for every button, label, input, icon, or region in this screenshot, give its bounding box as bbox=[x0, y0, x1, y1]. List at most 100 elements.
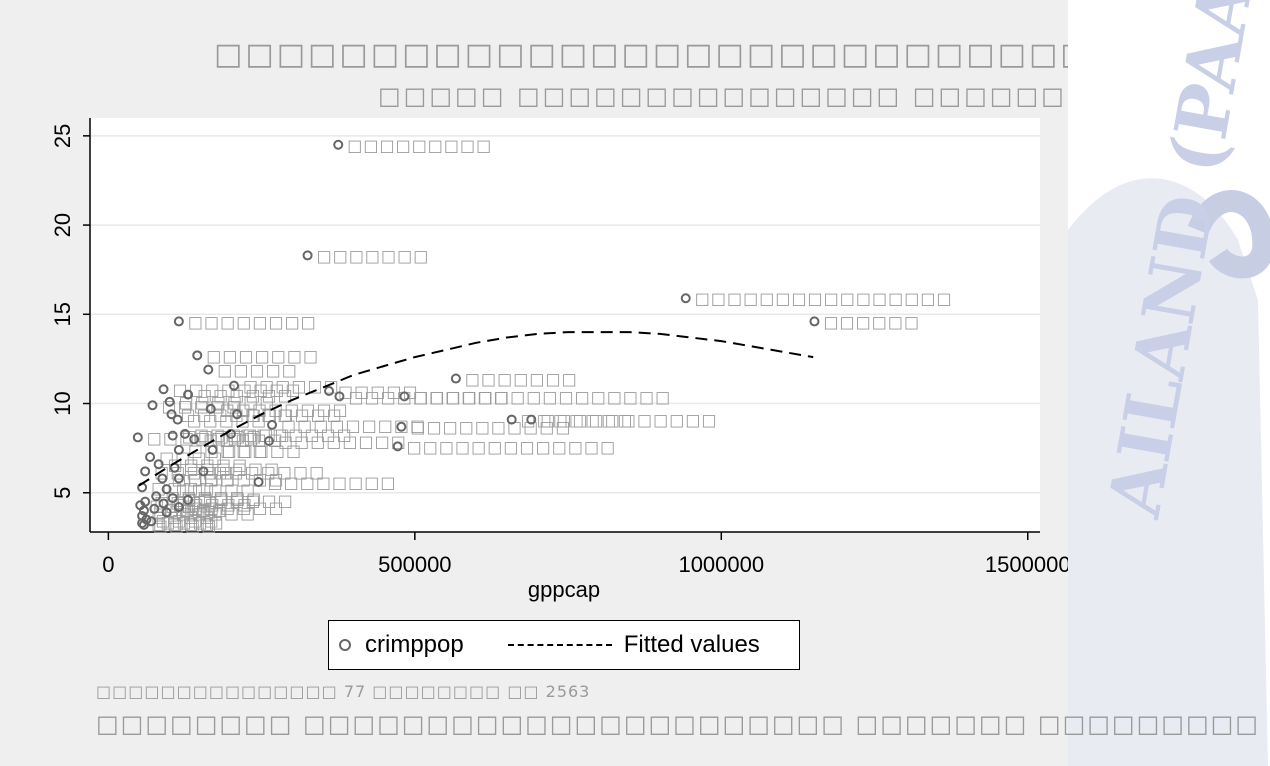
point-label: □□□□□□□□ bbox=[268, 473, 397, 492]
x-tick-label: 1500000 bbox=[985, 552, 1068, 577]
note-line-1: □□□□□□□□□□□□□□□ 77 □□□□□□□□ □□ 2563 bbox=[96, 682, 591, 701]
scatter-point bbox=[183, 389, 194, 400]
point-label: □□□□□□ bbox=[188, 469, 285, 488]
scatter-point bbox=[267, 419, 278, 430]
scatter-point bbox=[167, 430, 178, 441]
point-label: □□□□□□□□□□□□□ bbox=[407, 437, 617, 456]
point-label: □□□□ bbox=[155, 511, 219, 530]
scatter-point bbox=[526, 414, 537, 425]
scatter-point bbox=[232, 409, 243, 420]
scatter-point bbox=[158, 384, 169, 395]
scatter-point bbox=[138, 519, 149, 530]
point-label: □□□□ bbox=[154, 493, 218, 512]
chart-subtitle: □□□□□ □□□□□□□□□□□□□□□ □□□□□□□□ bbox=[378, 82, 1068, 110]
scatter-point bbox=[205, 403, 216, 414]
point-label: □□□□□□□□□ bbox=[347, 136, 492, 155]
scatter-point bbox=[198, 466, 209, 477]
chart: □□□□□□□□□□□□□□□□□□□□□□□□□□□ □□□□□ □ □□□ □□… bbox=[50, 37, 1068, 602]
legend-marker-icon bbox=[339, 639, 351, 651]
scatter-point bbox=[167, 493, 178, 504]
point-label: □□□□□□□ bbox=[212, 462, 325, 481]
point-label: □□□□□□ bbox=[188, 498, 285, 517]
point-label: □□□□□□□□□□□□□□□□ bbox=[413, 387, 671, 406]
point-label: □□□□□□□□ bbox=[278, 432, 407, 451]
x-axis: 0 500000 1000000 1500000 bbox=[90, 531, 1068, 577]
y-tick-label: 20 bbox=[50, 213, 75, 237]
scatter-point bbox=[140, 466, 151, 477]
organization-seal-watermark: AILAND (PAAT) bbox=[1068, 0, 1270, 766]
point-label: □□□□□□□□ bbox=[188, 312, 317, 331]
legend: crimppop Fitted values bbox=[328, 620, 800, 670]
point-label: □□□□□□□□ bbox=[220, 400, 349, 419]
scatter-point bbox=[183, 494, 194, 505]
point-label: □□□□□□ bbox=[197, 386, 294, 405]
scatter-point bbox=[164, 396, 175, 407]
legend-label-fitted-values: Fitted values bbox=[623, 631, 760, 658]
scatter-points bbox=[132, 139, 820, 530]
point-label: □□□□ bbox=[151, 507, 215, 526]
scatter-point bbox=[180, 428, 190, 439]
point-label: □□□□□ bbox=[168, 455, 249, 474]
scatter-point bbox=[207, 444, 218, 455]
x-tick-label: 0 bbox=[102, 552, 114, 577]
y-tick-label: 15 bbox=[50, 302, 75, 326]
scatter-point bbox=[147, 400, 158, 411]
point-label: □□□□□ bbox=[176, 480, 257, 499]
point-label: □□□□ bbox=[171, 469, 235, 488]
point-label: □□□□□□ bbox=[823, 312, 920, 331]
point-label: □□□□□□□ bbox=[240, 425, 353, 444]
scatter-point bbox=[680, 293, 691, 304]
scatter-point bbox=[334, 391, 345, 402]
point-label: □□□□□□ bbox=[246, 405, 343, 424]
scatter-point bbox=[809, 316, 820, 327]
scatter-point bbox=[173, 444, 184, 455]
point-label: □□□□□□□ bbox=[465, 370, 578, 389]
point-label: □□□□ bbox=[153, 516, 217, 535]
scatter-point bbox=[450, 373, 461, 384]
legend-dash-line-icon bbox=[507, 644, 612, 646]
point-label: □□□□□□□□□□□ bbox=[540, 411, 717, 430]
scatter-point bbox=[324, 386, 335, 397]
scatter-point bbox=[506, 414, 517, 425]
point-label: □□□□□ bbox=[188, 441, 269, 460]
point-label: □□□□□□□□□□ bbox=[348, 387, 509, 406]
point-label: □□□□□ bbox=[162, 396, 243, 415]
scatter-point bbox=[392, 441, 403, 452]
scatter-point bbox=[138, 505, 149, 516]
scatter-point bbox=[166, 409, 177, 420]
fitted-values-line bbox=[138, 331, 814, 487]
scatter-point bbox=[149, 503, 160, 514]
point-label: □□□□ bbox=[151, 514, 215, 533]
y-gridlines bbox=[90, 135, 1040, 494]
scatter-point bbox=[173, 473, 184, 484]
point-label: □□□□ bbox=[160, 512, 224, 531]
scatter-point bbox=[132, 432, 143, 443]
point-label: □□□□□ bbox=[154, 462, 235, 481]
scatter-point bbox=[399, 391, 410, 402]
scatter-point bbox=[253, 477, 264, 488]
point-label: □□□□□ bbox=[187, 411, 268, 430]
point-label: □□□□□ bbox=[338, 382, 419, 401]
legend-label-crimppop: crimppop bbox=[365, 631, 464, 658]
point-label: □□□□□ bbox=[176, 503, 257, 522]
scatter-point bbox=[161, 507, 172, 518]
scatter-point bbox=[173, 502, 184, 513]
x-axis-label: gppcap bbox=[528, 577, 600, 602]
scatter-point bbox=[203, 364, 214, 375]
point-label: □□□□□□□ bbox=[521, 411, 634, 430]
point-label: □□□□□□□□□□□□□□□□ bbox=[695, 289, 953, 308]
scatter-point bbox=[189, 434, 200, 445]
point-label: □□□□□□□ bbox=[317, 246, 430, 265]
scatter-point bbox=[173, 316, 184, 327]
scatter-point bbox=[229, 380, 240, 391]
point-label: □□□□□ bbox=[222, 441, 303, 460]
scatter-point bbox=[158, 498, 169, 509]
plot-area bbox=[90, 118, 1040, 532]
scatter-point bbox=[145, 452, 156, 463]
y-tick-label: 25 bbox=[50, 124, 75, 148]
point-label: □□□□□□ bbox=[197, 491, 294, 510]
point-label: □□□□□□□□□ bbox=[281, 416, 426, 435]
point-label: □□□□□□ bbox=[179, 393, 276, 412]
point-label: □□□□ bbox=[163, 500, 227, 519]
scatter-point bbox=[151, 491, 162, 502]
